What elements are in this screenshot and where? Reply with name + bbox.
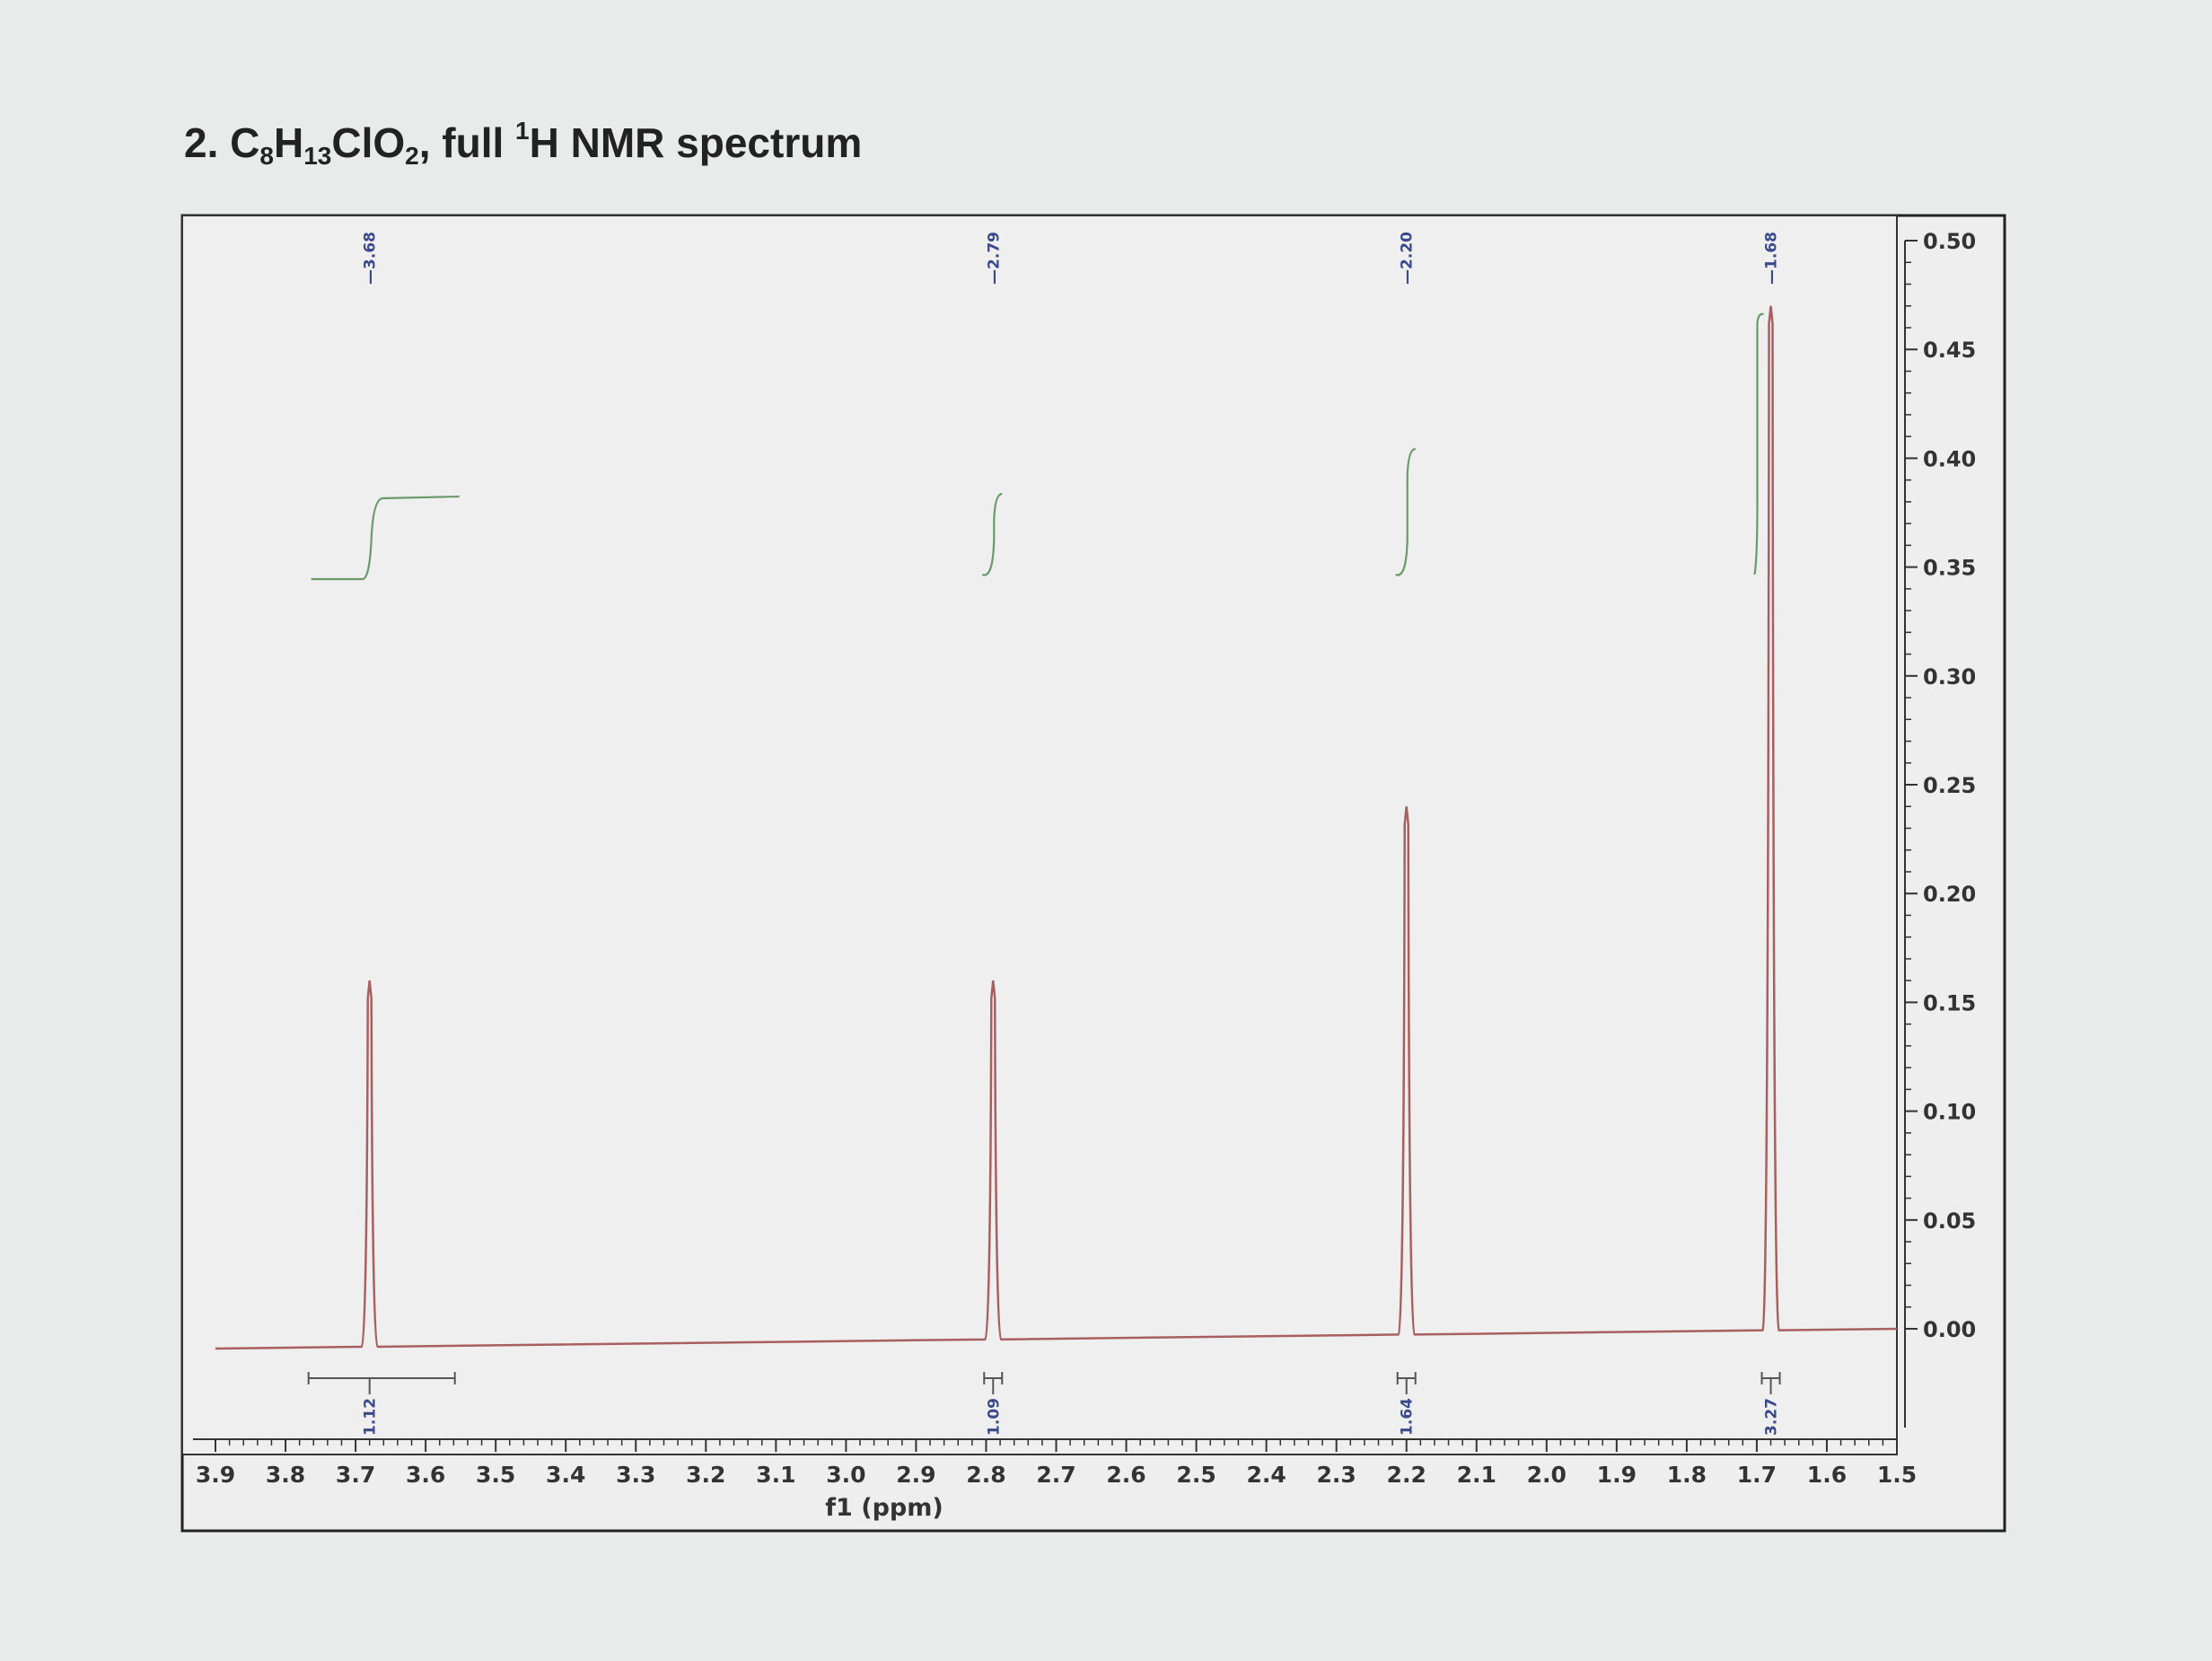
integral-value-label: 1.64 xyxy=(1399,1398,1417,1436)
x-tick-label: 3.8 xyxy=(266,1462,305,1488)
x-tick-label: 2.1 xyxy=(1457,1462,1497,1488)
y-tick-label: 0.30 xyxy=(1923,664,1976,690)
integral-value-label: 3.27 xyxy=(1763,1398,1781,1436)
title-oxygen-count: 2 xyxy=(405,142,419,170)
y-tick-label: 0.10 xyxy=(1923,1100,1976,1125)
x-tick-label: 2.4 xyxy=(1246,1462,1286,1488)
x-tick-label: 1.9 xyxy=(1597,1462,1637,1488)
x-tick-label: 2.5 xyxy=(1176,1462,1216,1488)
y-tick-label: 0.25 xyxy=(1923,773,1976,798)
x-tick-label: 3.6 xyxy=(406,1462,445,1488)
peak-shift-label: —1.68 xyxy=(1763,232,1781,285)
title-hydrogen-count: 13 xyxy=(303,142,332,170)
x-tick-label: 1.8 xyxy=(1667,1462,1707,1488)
y-tick-label: 0.05 xyxy=(1923,1208,1976,1234)
integral-curve xyxy=(1753,312,1764,576)
x-tick-label: 3.1 xyxy=(756,1462,795,1488)
peaks: —3.68 1.12 —2.79 1.09 —2.20 1.64 —1.68 3.27 xyxy=(215,232,1898,1436)
x-tick-label: 3.2 xyxy=(686,1462,725,1488)
x-tick-label: 3.3 xyxy=(616,1462,655,1488)
x-tick-label: 3.7 xyxy=(336,1462,375,1488)
title-mid: , full xyxy=(418,119,516,166)
integral-curve xyxy=(1395,447,1416,576)
peak-shift-label: —3.68 xyxy=(362,232,380,285)
y-tick-label: 0.00 xyxy=(1923,1317,1976,1342)
title-prefix: 2. xyxy=(184,119,231,166)
title-carbon-count: 8 xyxy=(259,142,274,170)
integral-value-label: 1.09 xyxy=(985,1398,1003,1436)
x-tick-label: 1.6 xyxy=(1807,1462,1847,1488)
chart-title: 2. C8H13ClO2, full 1H NMR spectrum xyxy=(184,117,862,171)
y-axis: 0.00 0.05 0.10 0.15 0.20 0.25 0.30 0.35 0.40 0.45… xyxy=(1904,229,1976,1428)
x-tick-label: 2.8 xyxy=(966,1462,1005,1488)
x-tick-label: 2.9 xyxy=(896,1462,935,1488)
peak-shift-label: —2.20 xyxy=(1399,232,1417,285)
integral-curve xyxy=(981,492,1003,576)
title-carbon: C xyxy=(230,119,260,166)
x-tick-label: 3.0 xyxy=(826,1462,865,1488)
x-axis-label: f1 (ppm) xyxy=(825,1494,943,1522)
y-tick-label: 0.20 xyxy=(1923,882,1976,907)
y-tick-label: 0.50 xyxy=(1923,229,1976,254)
plot-area xyxy=(181,215,1898,1455)
x-tick-label: 1.7 xyxy=(1737,1462,1777,1488)
peak-shift-label: —2.79 xyxy=(985,232,1003,285)
x-tick-label: 2.3 xyxy=(1317,1462,1356,1488)
title-mass-number: 1 xyxy=(515,117,530,145)
y-tick-label: 0.15 xyxy=(1923,990,1976,1015)
y-tick-label: 0.45 xyxy=(1923,338,1976,363)
x-tick-label: 2.0 xyxy=(1527,1462,1567,1488)
title-clo: ClO xyxy=(331,119,406,166)
integral-curve xyxy=(311,495,460,581)
x-tick-label: 2.2 xyxy=(1387,1462,1426,1488)
integral-value-label: 1.12 xyxy=(362,1398,380,1436)
x-tick-label: 2.7 xyxy=(1036,1462,1075,1488)
title-rest: H NMR spectrum xyxy=(529,119,863,166)
y-tick-label: 0.35 xyxy=(1923,556,1976,581)
y-tick-label: 0.40 xyxy=(1923,446,1976,471)
x-tick-label: 2.6 xyxy=(1106,1462,1146,1488)
x-tick-label: 3.9 xyxy=(196,1462,235,1488)
x-axis: 3.9 3.8 3.7 3.6 3.5 3.4 3.3 3.2 3.1 3.0 2.9 2.8 2.7 2… xyxy=(193,1438,1917,1488)
spectrum-trace xyxy=(215,305,1898,1350)
title-hydrogen: H xyxy=(273,119,304,166)
x-tick-label: 3.4 xyxy=(546,1462,585,1488)
x-tick-label: 3.5 xyxy=(476,1462,515,1488)
x-tick-label: 1.5 xyxy=(1877,1462,1917,1488)
